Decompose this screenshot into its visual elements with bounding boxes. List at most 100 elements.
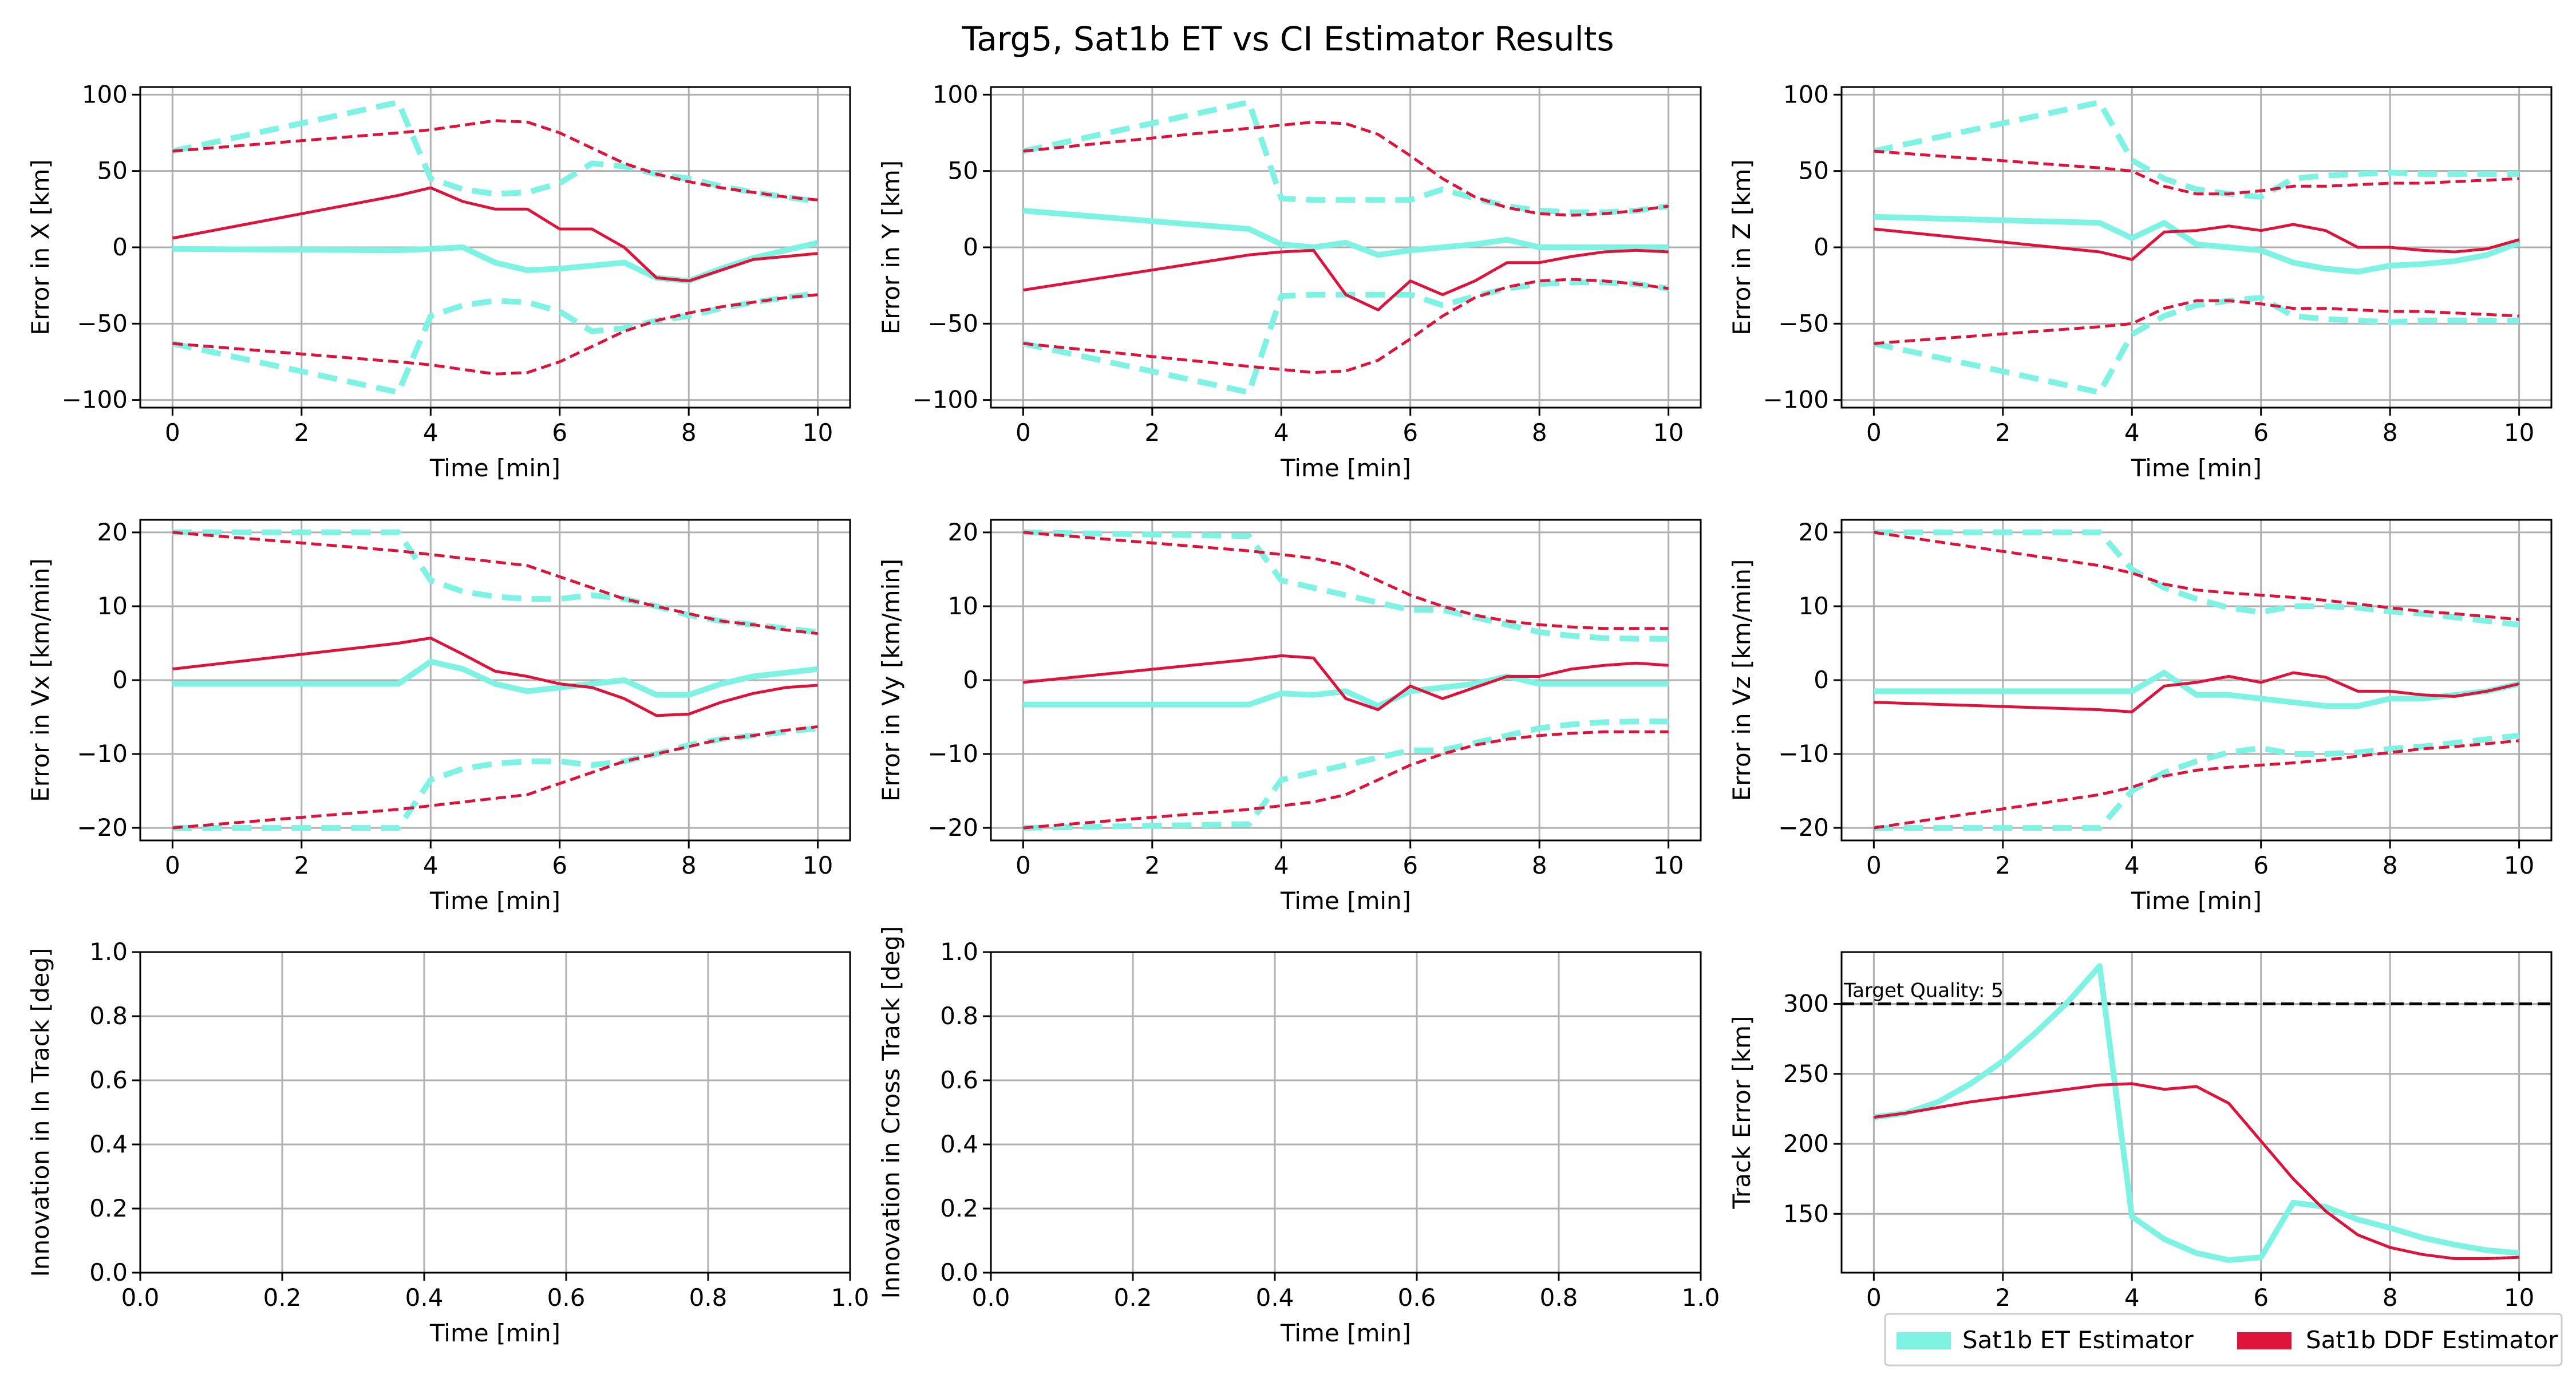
y-tick-label: −50 [77,309,128,337]
y-tick-label: 0.6 [940,1066,978,1094]
axes-frame [1840,951,2553,1274]
x-tick-label: 8 [1532,851,1547,879]
series-et-error [1022,208,1669,258]
x-tick-label: 0 [1866,851,1882,879]
x-axis-label: Time [min] [429,1319,560,1347]
y-tick-label: 50 [1799,157,1829,185]
y-tick-label: 100 [1783,80,1829,108]
y-axis-label: Error in Vx [km/min] [26,558,54,802]
series-et-error [1023,673,1669,709]
x-tick-label: 2 [1144,851,1160,879]
legend-label-ddf: Sat1b DDF Estimator [2306,1326,2558,1354]
y-tick-label: 100 [82,80,128,108]
x-tick-label: 8 [2383,418,2398,447]
y-axis-label: Error in Vy [km/min] [877,559,905,802]
panel-2: 0 2 4 6 8 10 −100 −50 0 50 100 Time [min] Error in Y… [877,80,1702,482]
y-tick-label: 0.4 [940,1130,978,1158]
x-tick-label: 0.8 [689,1284,728,1312]
y-axis-label: Track Error [km] [1728,1016,1756,1210]
x-tick-label: 8 [681,851,697,879]
y-tick-label: 0 [963,666,978,694]
x-axis-label: Time [min] [429,887,560,915]
panel-3: 0 2 4 6 8 10 −100 −50 0 50 100 Time [min] Error in Z… [1728,80,2553,482]
panel-8: 0.0 0.2 0.4 0.6 0.8 1.0 0.0 0.2 0.4 0.6 0.8 1.0 Time… [877,926,1720,1347]
series-ddf-error [172,637,818,717]
y-tick-label: 10 [97,592,128,620]
x-tick-label: 4 [1274,418,1289,447]
series-ddf-bound-upper [1023,531,1669,630]
x-axis-label: Time [min] [2131,887,2262,915]
y-tick-label: 0 [112,233,128,261]
x-tick-label: 6 [552,418,567,447]
x-tick-label: 6 [2253,851,2269,879]
y-tick-label: 50 [97,157,128,185]
series-ddf-bound-lower [172,725,818,830]
series-ddf-bound-lower [1023,278,1669,374]
legend-frame [1884,1313,2563,1367]
series-group [1023,529,1669,831]
x-axis-label: Time [min] [429,454,560,482]
x-tick-label: 0.2 [263,1284,302,1312]
y-tick-label: −100 [1763,386,1829,414]
series-et-bound-lower [172,725,819,831]
series-et-bound-lower [1023,718,1669,831]
x-tick-label: 0 [1866,418,1882,447]
y-tick-label: −10 [927,740,978,768]
legend-swatch-et [1897,1332,1951,1349]
x-axis-label: Time [min] [1280,454,1411,482]
y-tick-label: −20 [77,814,128,842]
series-ddf-bound-upper [1874,149,2519,196]
x-tick-label: 8 [2383,1284,2398,1312]
series-group [172,99,819,396]
series-ddf-error [1023,248,1669,311]
series-ddf-bound-upper [1874,531,2519,621]
x-tick-label: 0.4 [405,1284,444,1312]
x-tick-label: 0 [1016,418,1031,447]
x-tick-label: 10 [2504,851,2534,879]
x-tick-label: 0.6 [1398,1284,1436,1312]
y-tick-label: 0.8 [89,1002,128,1030]
series-et-bound-upper [1023,529,1669,642]
x-tick-label: 8 [681,418,697,447]
y-tick-label: −20 [1778,814,1829,842]
x-axis-label: Time [min] [2131,454,2262,482]
y-tick-label: 10 [948,592,978,620]
series-et-error [172,658,819,698]
legend: Sat1b ET Estimator Sat1b DDF Estimator [1884,1313,2563,1367]
x-tick-label: 4 [1274,851,1289,879]
x-tick-label: 1.0 [1682,1284,1720,1312]
x-tick-label: 4 [2124,418,2140,447]
panel-6: 0 2 4 6 8 10 −20 −10 0 10 20 Time [min] Error in Vz … [1728,518,2553,915]
y-tick-label: −20 [927,814,978,842]
series-group [1022,99,1669,396]
y-tick-label: 0 [1814,666,1829,694]
x-tick-label: 4 [2124,851,2140,879]
series-et-track [1873,963,2520,1263]
y-tick-label: 10 [1799,592,1829,620]
x-tick-label: 2 [1995,1284,2010,1312]
y-axis-label: Error in Vz [km/min] [1728,559,1756,802]
y-tick-label: 0.0 [89,1258,128,1286]
y-tick-label: 0.8 [940,1002,978,1030]
panel-4: 0 2 4 6 8 10 −20 −10 0 10 20 Time [min] Error in Vx … [26,518,851,915]
x-tick-label: 0.0 [121,1284,160,1312]
series-et-bound-lower [1022,279,1669,396]
x-tick-label: 2 [294,418,309,447]
series-et-bound-lower [1873,295,2519,396]
panel-1: 0 2 4 6 8 10 −100 −50 0 50 100 Time [min] Error in X… [26,80,851,482]
series-et-error [172,240,819,284]
y-axis-label: Innovation in In Track [deg] [26,948,54,1277]
series-group [172,529,819,831]
y-tick-label: 150 [1783,1199,1829,1227]
y-tick-label: 0.2 [89,1194,128,1222]
x-tick-label: 1.0 [831,1284,870,1312]
y-axis-label: Error in Y [km] [877,160,905,334]
figure-title: Targ5, Sat1b ET vs CI Estimator Results [961,19,1614,58]
y-tick-label: 0 [1814,233,1829,261]
y-tick-label: 0.4 [89,1130,128,1158]
y-tick-label: 20 [97,518,128,546]
x-tick-label: 0 [1866,1284,1882,1312]
x-tick-label: 0.0 [972,1284,1010,1312]
series-ddf-bound-lower [172,293,818,376]
